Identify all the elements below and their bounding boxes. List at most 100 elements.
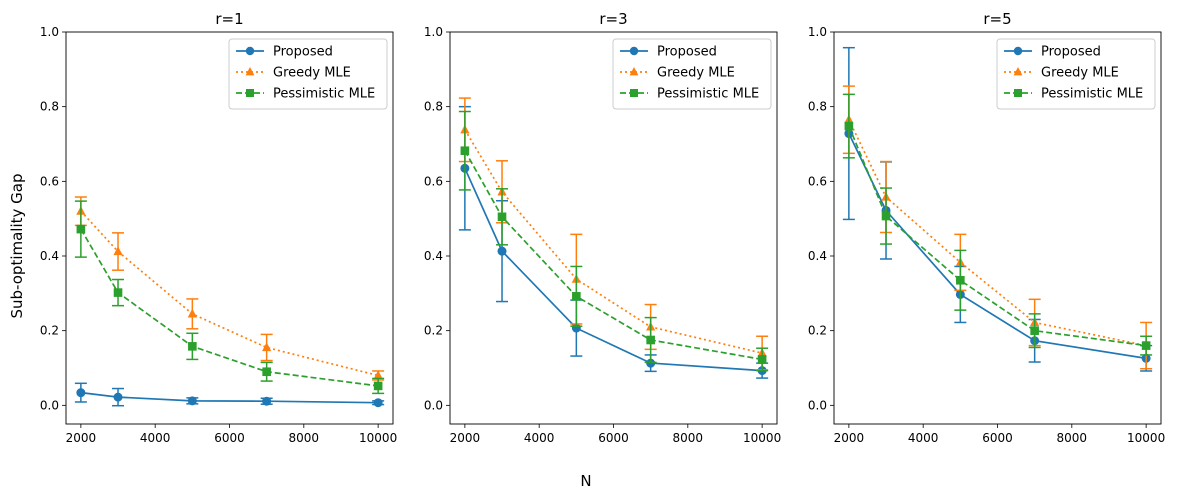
- x-tick-label: 6000: [982, 431, 1013, 445]
- subplot-3: r=5 2000 4000 6000 8000 10000 0.0 0.2 0.4 0.6 0.8 1…: [808, 10, 1165, 445]
- series-pessimistic: [458, 110, 769, 372]
- subplot-2: r=3 2000 4000 6000 8000 10000 0.0 0.2 0.4 0.6 0.8 1…: [424, 10, 781, 445]
- y-tick-label: 0.4: [424, 249, 443, 263]
- data-point: [460, 146, 470, 156]
- y-tick-label: 0.0: [40, 398, 59, 412]
- x-tick-label: 8000: [1057, 431, 1088, 445]
- x-tick-label: 2000: [450, 431, 481, 445]
- data-point: [373, 381, 383, 391]
- series-line: [80, 228, 379, 387]
- subplot-panels: r=1 2000 4000 6000 8000 10000 0.0 0.2 0.4 0.6 0.8 1…: [40, 10, 1165, 445]
- series-line: [80, 210, 379, 377]
- series-proposed: [458, 105, 769, 379]
- legend-marker: [1013, 46, 1023, 56]
- y-tick-label: 0.8: [424, 100, 443, 114]
- legend-label: Proposed: [1041, 45, 1101, 60]
- y-tick-label: 0.0: [424, 398, 443, 412]
- data-point: [956, 275, 965, 285]
- legend-label: Pessimistic MLE: [273, 87, 375, 102]
- legend-marker: [245, 46, 255, 56]
- series-line: [80, 391, 379, 404]
- y-tick-label: 1.0: [808, 25, 827, 39]
- legend-box: [612, 38, 772, 110]
- legend-marker: [629, 46, 639, 56]
- y-tick-label: 0.8: [808, 100, 827, 114]
- series-line: [848, 125, 1147, 347]
- legend-label: Greedy MLE: [273, 66, 351, 81]
- x-tick-label: 2000: [834, 431, 865, 445]
- series-pessimistic: [842, 93, 1153, 356]
- series-greedy: [842, 85, 1153, 370]
- subplot-title: r=5: [983, 10, 1011, 28]
- legend-label: Pessimistic MLE: [657, 87, 759, 102]
- series-proposed: [74, 382, 385, 408]
- y-tick-label: 0.6: [424, 174, 443, 188]
- series-greedy: [458, 97, 769, 371]
- y-tick-label: 0.4: [40, 249, 59, 263]
- data-point: [881, 211, 891, 221]
- subplot-title: r=1: [215, 10, 243, 28]
- legend-marker: [1014, 89, 1022, 97]
- data-point: [646, 335, 655, 345]
- legend: Proposed Greedy MLE Pessimistic MLE: [228, 38, 388, 110]
- data-point: [262, 342, 272, 352]
- legend-label: Greedy MLE: [657, 66, 735, 81]
- legend: Proposed Greedy MLE Pessimistic MLE: [996, 38, 1156, 110]
- series-line: [848, 133, 1147, 360]
- y-tick-label: 0.4: [808, 249, 827, 263]
- x-tick-label: 2000: [66, 431, 97, 445]
- data-point: [1030, 326, 1039, 335]
- x-tick-label: 10000: [1127, 431, 1165, 445]
- legend-marker: [630, 89, 638, 97]
- legend-label: Greedy MLE: [1041, 66, 1119, 81]
- x-tick-label: 4000: [524, 431, 555, 445]
- data-point: [497, 212, 507, 222]
- axes-frame: [449, 31, 778, 425]
- data-point: [187, 396, 197, 406]
- x-tick-label: 6000: [598, 431, 629, 445]
- legend-box: [228, 38, 388, 110]
- x-tick-label: 10000: [743, 431, 781, 445]
- y-axis-label: Sub-optimality Gap: [8, 174, 26, 319]
- data-point: [76, 388, 86, 398]
- y-tick-label: 0.2: [424, 324, 443, 338]
- y-tick-label: 0.2: [40, 324, 59, 338]
- data-point: [572, 292, 581, 301]
- x-tick-label: 6000: [214, 431, 245, 445]
- data-point: [187, 308, 197, 318]
- subplot-1: r=1 2000 4000 6000 8000 10000 0.0 0.2 0.4 0.6 0.8 1…: [40, 10, 397, 445]
- subplot-title: r=3: [599, 10, 627, 28]
- legend-box: [996, 38, 1156, 110]
- data-point: [844, 121, 854, 131]
- data-point: [113, 246, 123, 256]
- x-tick-label: 4000: [140, 431, 171, 445]
- x-tick-label: 10000: [359, 431, 397, 445]
- series-line: [464, 167, 763, 372]
- x-axis-label: N: [580, 472, 591, 490]
- data-point: [76, 224, 86, 234]
- legend-marker: [1013, 67, 1023, 76]
- data-point: [262, 396, 272, 406]
- y-tick-label: 0.6: [40, 174, 59, 188]
- series-line: [464, 129, 763, 354]
- x-tick-label: 8000: [673, 431, 704, 445]
- y-tick-label: 1.0: [40, 25, 59, 39]
- legend-label: Proposed: [273, 45, 333, 60]
- y-tick-label: 1.0: [424, 25, 443, 39]
- series-pessimistic: [74, 200, 385, 395]
- legend-marker: [629, 67, 639, 76]
- series-line: [848, 119, 1147, 347]
- y-tick-label: 0.8: [40, 100, 59, 114]
- x-tick-label: 8000: [289, 431, 320, 445]
- legend-marker: [246, 89, 254, 97]
- legend: Proposed Greedy MLE Pessimistic MLE: [612, 38, 772, 110]
- data-point: [373, 370, 383, 380]
- y-tick-label: 0.6: [808, 174, 827, 188]
- data-point: [188, 342, 197, 351]
- data-point: [497, 246, 507, 256]
- series-line: [464, 150, 763, 361]
- data-point: [262, 367, 271, 377]
- y-tick-label: 0.2: [808, 324, 827, 338]
- data-point: [1141, 341, 1151, 350]
